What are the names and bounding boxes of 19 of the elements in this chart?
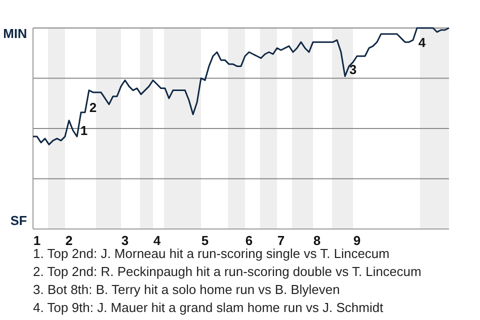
x-tick-label: 1 <box>33 233 41 248</box>
annotation: 2 <box>89 100 97 115</box>
annotation: 1 <box>80 123 88 138</box>
text: SF <box>10 213 28 228</box>
text: 3. Bot 8th: B. Terry hit a solo home run vs B. Blyleven <box>33 282 340 297</box>
x-tick-label: 5 <box>201 233 209 248</box>
annotation: 3 <box>349 62 357 77</box>
text: MIN <box>3 26 27 41</box>
x-tick-label: 9 <box>353 233 361 248</box>
x-tick-label: 4 <box>153 233 162 248</box>
x-tick-label: 3 <box>121 233 129 248</box>
annotation: 4 <box>418 35 426 50</box>
text: 2. Top 2nd: R. Peckinpaugh hit a run-scoring double vs T. Lincecum <box>33 264 422 279</box>
text: 1. Top 2nd: J. Morneau hit a run-scoring single vs T. Lincecum <box>33 246 390 261</box>
text: 4. Top 9th: J. Mauer hit a grand slam home run vs J. Schmidt <box>33 300 384 315</box>
x-tick-label: 6 <box>245 233 253 248</box>
x-tick-label: 8 <box>313 233 321 248</box>
x-tick-label: 2 <box>65 233 73 248</box>
x-tick-label: 7 <box>277 233 285 248</box>
